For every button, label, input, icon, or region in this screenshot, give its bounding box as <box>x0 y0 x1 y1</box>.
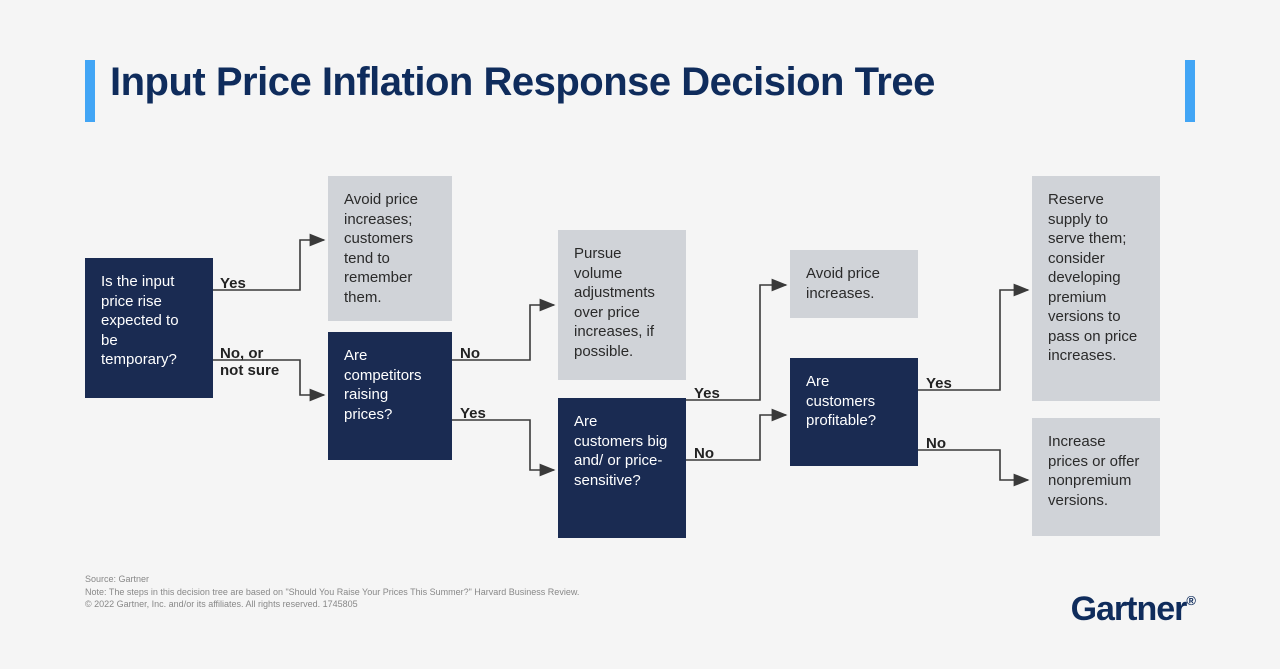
edge-label-q1-a1: Yes <box>220 275 246 292</box>
edge-q2-q3 <box>452 420 554 470</box>
logo-text: Gartner <box>1071 590 1187 628</box>
footer-source: Source: Gartner <box>85 573 579 586</box>
edge-q4-a5 <box>918 450 1028 480</box>
node-a4: Reserve supply to serve them; consider d… <box>1032 176 1160 401</box>
node-a2: Pursue volume adjustments over price inc… <box>558 230 686 380</box>
edge-label-q3-a3: Yes <box>694 385 720 402</box>
edge-label-q2-a2: No <box>460 345 480 362</box>
node-q1: Is the input price rise expected to be t… <box>85 258 213 398</box>
node-a3: Avoid price increases. <box>790 250 918 318</box>
edge-label-q3-q4: No <box>694 445 714 462</box>
footer-notes: Source: Gartner Note: The steps in this … <box>85 573 579 611</box>
diagram-canvas: Input Price Inflation Response Decision … <box>0 0 1280 669</box>
footer-copyright: © 2022 Gartner, Inc. and/or its affiliat… <box>85 598 579 611</box>
edge-label-q4-a4: Yes <box>926 375 952 392</box>
node-a5: Increase prices or offer nonpremium vers… <box>1032 418 1160 536</box>
edge-label-q2-q3: Yes <box>460 405 486 422</box>
node-q4: Are customers profitable? <box>790 358 918 466</box>
edge-label-q4-a5: No <box>926 435 946 452</box>
registered-mark: ® <box>1186 593 1195 608</box>
diagram-title: Input Price Inflation Response Decision … <box>110 60 935 105</box>
node-a1: Avoid price increases; customers tend to… <box>328 176 452 321</box>
node-q3: Are customers big and/ or price-sensitiv… <box>558 398 686 538</box>
footer-note-text: Note: The steps in this decision tree ar… <box>85 586 579 599</box>
edge-label-q1-q2: No, or not sure <box>220 345 290 379</box>
node-q2: Are competitors raising prices? <box>328 332 452 460</box>
title-accent-right <box>1185 60 1195 122</box>
gartner-logo: Gartner® <box>1071 590 1195 629</box>
edge-q3-a3 <box>686 285 786 400</box>
title-accent-left <box>85 60 95 122</box>
